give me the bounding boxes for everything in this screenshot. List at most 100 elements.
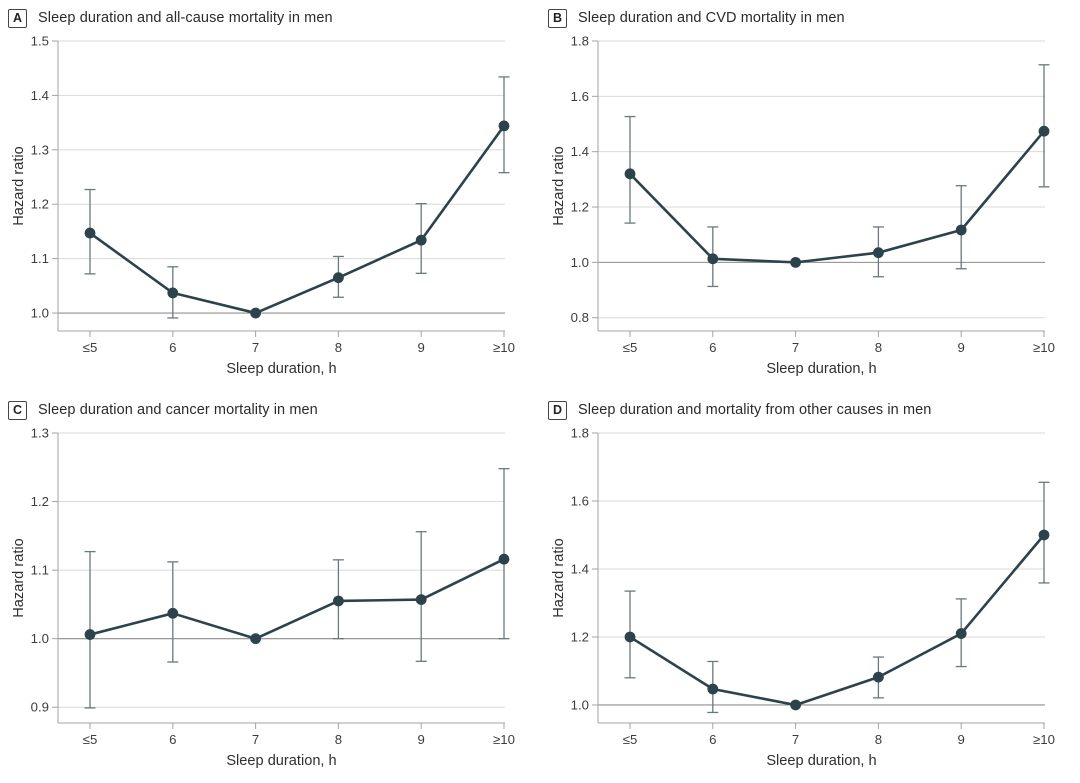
svg-text:7: 7: [252, 732, 259, 747]
svg-text:1.2: 1.2: [571, 200, 589, 215]
svg-text:6: 6: [169, 732, 176, 747]
svg-text:8: 8: [335, 732, 342, 747]
x-axis: ≤5 6 7 8 9 ≥10: [598, 330, 1055, 355]
panel-b-chart: 0.8 1.0 1.2 1.4 1.6 1.8 ≤5 6 7 8 9 ≥10 Hazard ratio S…: [551, 34, 1055, 378]
y-axis: 0.9 1.0 1.1 1.2 1.3: [31, 426, 59, 723]
data-point: [498, 120, 510, 132]
data-point: [790, 699, 801, 711]
grid-lines: [598, 432, 1045, 706]
panel-a-header: A Sleep duration and all-cause mortality…: [8, 5, 540, 31]
svg-text:1.4: 1.4: [31, 88, 49, 103]
panel-c-title: Sleep duration and cancer mortality in m…: [38, 402, 318, 418]
y-axis-label: Hazard ratio: [551, 538, 567, 618]
data-point: [333, 595, 344, 607]
panel-b-title: Sleep duration and CVD mortality in men: [578, 10, 845, 26]
svg-text:1.0: 1.0: [31, 631, 49, 646]
data-point: [498, 553, 510, 565]
svg-text:0.9: 0.9: [31, 700, 49, 715]
x-axis: ≤5 6 7 8 9 ≥10: [598, 722, 1055, 747]
data-point: [167, 287, 179, 299]
data-point: [84, 227, 96, 239]
y-axis: 1.0 1.2 1.4 1.6 1.8: [571, 426, 599, 723]
data-point: [250, 307, 261, 319]
panel-a-title: Sleep duration and all-cause mortality i…: [38, 10, 333, 26]
data-point: [955, 224, 967, 236]
data-point: [955, 628, 967, 639]
data-point: [1038, 125, 1050, 137]
data-point: [84, 629, 96, 640]
svg-text:9: 9: [418, 732, 425, 747]
y-axis-label: Hazard ratio: [551, 146, 567, 226]
x-axis-label: Sleep duration, h: [226, 361, 336, 377]
data-point: [873, 671, 884, 683]
x-axis: ≤5 6 7 8 9 ≥10: [58, 330, 515, 355]
svg-text:8: 8: [875, 732, 882, 747]
panel-c-header: C Sleep duration and cancer mortality in…: [8, 397, 540, 423]
svg-text:≤5: ≤5: [623, 732, 638, 747]
svg-text:0.8: 0.8: [571, 310, 589, 325]
svg-text:9: 9: [958, 340, 965, 355]
x-axis-label: Sleep duration, h: [766, 361, 876, 377]
grid-lines: [598, 40, 1045, 319]
data-point-markers: [624, 529, 1050, 711]
panel-b: B Sleep duration and CVD mortality in me…: [540, 0, 1080, 392]
svg-text:1.8: 1.8: [571, 426, 589, 441]
panel-a: A Sleep duration and all-cause mortality…: [0, 0, 540, 392]
y-axis-label: Hazard ratio: [11, 538, 27, 618]
data-series-line: [629, 534, 1045, 707]
svg-text:≤5: ≤5: [83, 340, 98, 355]
svg-text:1.2: 1.2: [31, 494, 49, 509]
svg-text:1.3: 1.3: [31, 142, 49, 157]
data-point: [415, 234, 427, 246]
y-axis-label: Hazard ratio: [11, 146, 27, 226]
svg-text:1.0: 1.0: [571, 255, 589, 270]
data-point-markers: [84, 120, 510, 319]
svg-text:6: 6: [709, 732, 716, 747]
data-point-markers: [624, 125, 1050, 268]
data-point: [790, 256, 801, 268]
data-point: [624, 168, 636, 180]
svg-text:1.4: 1.4: [571, 561, 589, 576]
data-point: [707, 253, 719, 265]
data-point: [624, 631, 636, 643]
panel-d-title: Sleep duration and mortality from other …: [578, 402, 932, 418]
panel-b-header: B Sleep duration and CVD mortality in me…: [548, 5, 1080, 31]
panel-d-header: D Sleep duration and mortality from othe…: [548, 397, 1080, 423]
svg-text:1.2: 1.2: [31, 197, 49, 212]
panel-c-chart: 0.9 1.0 1.1 1.2 1.3 ≤5 6 7 8 9 ≥10 Hazard ratio Slee…: [11, 426, 515, 770]
svg-text:≤5: ≤5: [83, 732, 98, 747]
panel-a-chart: 1.0 1.1 1.2 1.3 1.4 1.5 ≤5 6 7 8 9 ≥10 Hazard ratio S…: [11, 34, 515, 378]
svg-text:8: 8: [875, 340, 882, 355]
svg-text:≥10: ≥10: [1033, 732, 1055, 747]
y-axis: 0.8 1.0 1.2 1.4 1.6 1.8: [571, 34, 599, 331]
svg-text:6: 6: [709, 340, 716, 355]
error-bars: [624, 481, 1050, 714]
svg-text:7: 7: [792, 340, 799, 355]
svg-text:≥10: ≥10: [1033, 340, 1055, 355]
svg-text:1.0: 1.0: [31, 306, 49, 321]
y-axis: 1.0 1.1 1.2 1.3 1.4 1.5: [31, 34, 59, 331]
x-axis-label: Sleep duration, h: [766, 753, 876, 769]
panel-c-letter-badge: C: [8, 400, 27, 420]
svg-text:1.6: 1.6: [571, 89, 589, 104]
svg-text:1.2: 1.2: [571, 629, 589, 644]
svg-text:1.6: 1.6: [571, 493, 589, 508]
svg-text:1.8: 1.8: [571, 34, 589, 49]
panel-d: D Sleep duration and mortality from othe…: [540, 392, 1080, 783]
data-point: [333, 272, 344, 284]
error-bars: [624, 64, 1050, 288]
data-point: [250, 633, 261, 645]
svg-text:9: 9: [418, 340, 425, 355]
data-point-markers: [84, 553, 510, 645]
panel-b-letter-badge: B: [548, 8, 567, 28]
error-bars: [84, 76, 510, 319]
x-axis: ≤5 6 7 8 9 ≥10: [58, 722, 515, 747]
svg-text:7: 7: [792, 732, 799, 747]
svg-text:≥10: ≥10: [493, 732, 515, 747]
x-axis-label: Sleep duration, h: [226, 753, 336, 769]
svg-text:≤5: ≤5: [623, 340, 638, 355]
data-series-line: [629, 130, 1045, 264]
svg-text:8: 8: [335, 340, 342, 355]
data-point: [707, 683, 719, 695]
